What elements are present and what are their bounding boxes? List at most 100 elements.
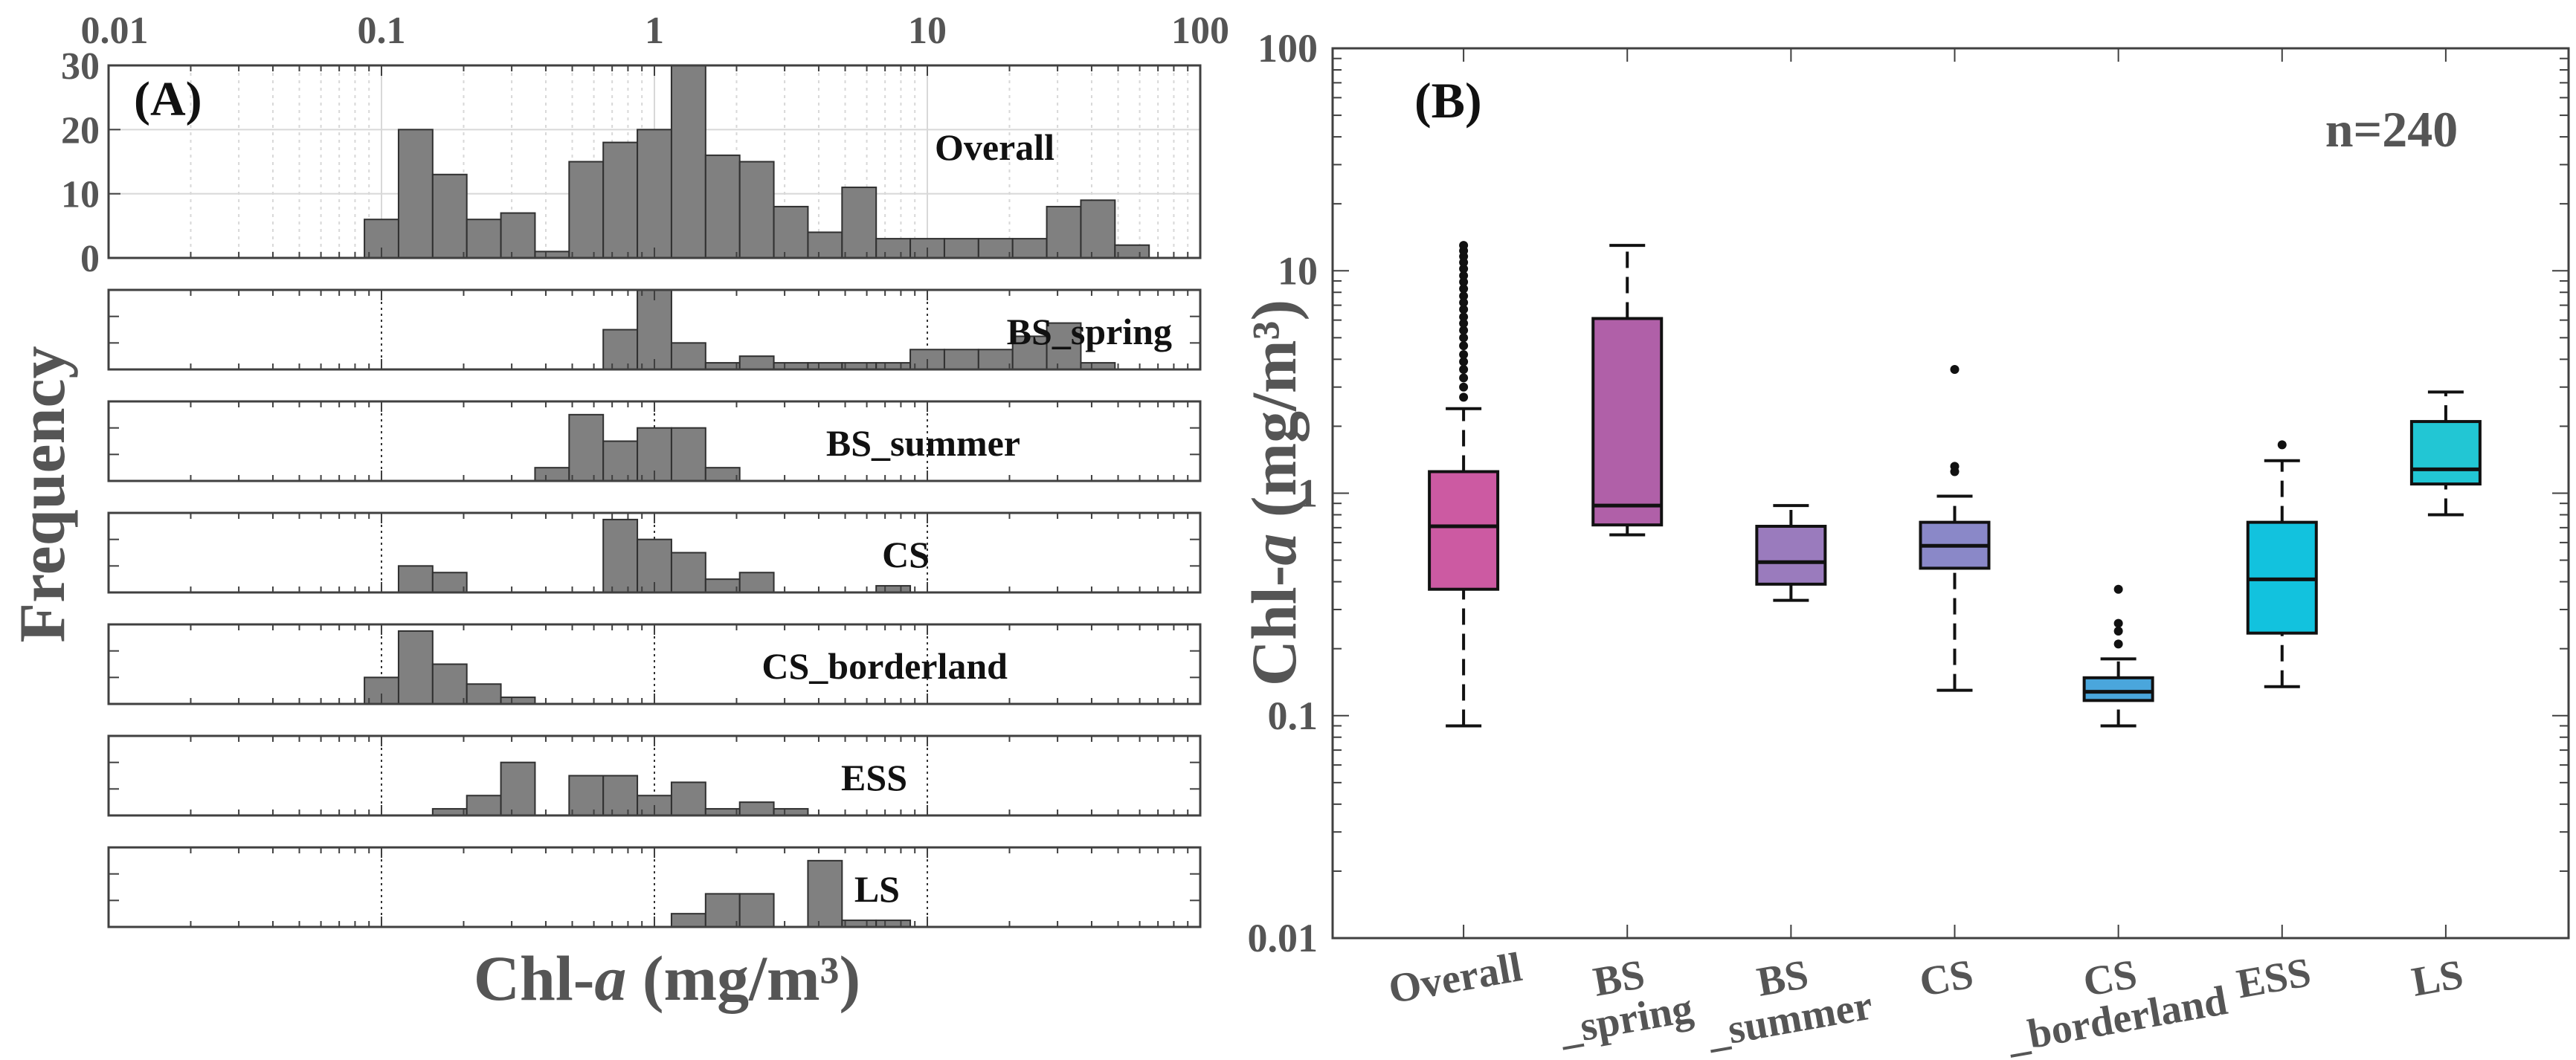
category-label-line: LS (2409, 951, 2467, 1006)
category-label-cs-borderland: CS_borderland (1996, 937, 2231, 1060)
x-label-italic-a: a (594, 943, 626, 1014)
histogram-bar (875, 238, 912, 259)
histogram-panels: Overall BS_spring BS_summer CS CS_borderland… (107, 64, 1202, 928)
box-series (1428, 48, 2482, 938)
y-axis-label-frequency: Frequency (7, 346, 79, 642)
histogram-bar (602, 329, 639, 370)
box-ess (2246, 48, 2318, 938)
histogram-bar (738, 572, 775, 593)
histogram-bar (1046, 205, 1082, 259)
x-tick-label: 1 (645, 10, 664, 52)
y-tick-label: 0.01 (1248, 916, 1318, 960)
y-tick-label: 100 (1258, 26, 1318, 71)
outlier-point (1459, 333, 1469, 343)
outlier-point (1459, 373, 1469, 383)
outlier-point (1459, 305, 1469, 314)
histogram-bar (773, 205, 809, 259)
overall-y-tick-labels: 0 10 20 30 (61, 45, 120, 280)
iqr-box (1755, 525, 1827, 586)
x-label-suffix: (mg/m³) (626, 943, 860, 1014)
histogram-bar (1080, 199, 1116, 259)
outlier-point (1459, 365, 1469, 375)
histogram-panel-overall: Overall (107, 64, 1202, 259)
outlier-point (1950, 365, 1960, 375)
series-label-bs-summer: BS_summer (826, 422, 1020, 464)
box-ls (2409, 48, 2482, 938)
histogram-bar (602, 775, 639, 816)
category-label-line: BS (1590, 951, 1648, 1006)
outlier-point (1459, 291, 1469, 301)
panel-a-label: (A) (134, 72, 202, 126)
histogram-bar (568, 161, 605, 259)
sample-size-annotation: n=240 (2325, 101, 2459, 158)
outlier-point (1459, 312, 1469, 322)
category-label-line: ESS (2233, 949, 2314, 1007)
y-tick-label: 10 (1278, 248, 1318, 293)
outlier-point (1459, 277, 1469, 287)
histogram-bar (637, 129, 672, 259)
x-tick-label: 10 (908, 10, 947, 52)
histogram-bar (807, 859, 843, 928)
histogram-bar (704, 578, 741, 594)
histogram-bar (1046, 322, 1082, 371)
y-tick-label: 30 (61, 45, 100, 88)
box-cs (1919, 48, 1991, 938)
histogram-bar (397, 129, 434, 259)
histogram-bar (704, 154, 741, 259)
outlier-point (1459, 284, 1469, 294)
y-tick-label: 0 (80, 238, 100, 280)
histogram-bar (466, 795, 502, 816)
outlier-point (1459, 349, 1469, 359)
histogram-panel-ls: LS (107, 846, 1202, 928)
histogram-bar (431, 663, 468, 705)
outlier-point (1950, 462, 1960, 471)
category-label-line: CS (2080, 951, 2140, 1006)
outlier-point (2113, 626, 2123, 636)
histogram-bar (500, 212, 536, 259)
outlier-point (1459, 297, 1469, 307)
histogram-bar (602, 518, 639, 594)
histogram-bar (670, 427, 706, 482)
category-label-ess: ESS (2233, 949, 2314, 1007)
outlier-point (2113, 618, 2123, 628)
panel-b-label: (B) (1414, 72, 1482, 129)
histogram-bar (466, 683, 502, 705)
iqr-box (2409, 420, 2482, 486)
series-label-bs-spring: BS_spring (1007, 311, 1172, 352)
y-label-suffix: (mg/m³) (1238, 300, 1310, 534)
series-label-ls: LS (854, 868, 900, 910)
histogram-bar (568, 413, 605, 482)
histogram-bar (1011, 335, 1048, 370)
y-tick-label: 20 (61, 109, 100, 152)
histogram-bar (738, 801, 775, 816)
outlier-point (1459, 392, 1469, 402)
x-tick-label: 0.1 (358, 10, 406, 52)
series-label-cs: CS (882, 534, 930, 575)
histogram-bar (637, 289, 672, 370)
histogram-bar (670, 65, 706, 259)
histogram-panel-bs-spring: BS_spring (107, 288, 1202, 371)
histogram-panel-cs-borderland: CS_borderland (107, 623, 1202, 705)
histogram-bar (738, 161, 775, 259)
histogram-bar (841, 187, 878, 259)
outlier-point (1459, 241, 1469, 251)
histogram-panel-bs-summer: BS_summer (107, 400, 1202, 482)
category-label-line: _spring (1556, 985, 1697, 1054)
histogram-panel-cs: CS (107, 511, 1202, 594)
x-tick-label: 100 (1171, 10, 1229, 52)
box-overall (1428, 48, 1500, 938)
histogram-bar (977, 238, 1014, 259)
y-label-prefix: Chl- (1238, 566, 1310, 686)
histogram-bar (704, 467, 741, 482)
histogram-bar (397, 565, 434, 593)
histogram-bar (943, 349, 979, 370)
iqr-box (2082, 676, 2154, 702)
histogram-bar (670, 342, 706, 371)
histogram-bar (602, 440, 639, 482)
histogram-bar (1011, 238, 1048, 259)
outlier-point (1459, 264, 1469, 274)
category-label-ls: LS (2409, 951, 2467, 1006)
category-label-line: CS (1916, 951, 1977, 1006)
